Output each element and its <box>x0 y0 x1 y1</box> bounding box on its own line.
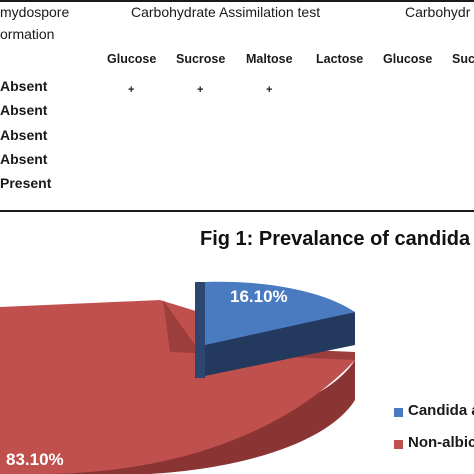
column-header-lactose: Lactose <box>316 52 364 66</box>
cell-mark: + <box>197 84 204 96</box>
header-chlamydospore-line1: mydospore <box>0 4 70 20</box>
cell-mark: + <box>266 84 273 96</box>
legend-label-candida-albicans: Candida a <box>408 402 474 419</box>
header-chlamydospore-line2: ormation <box>0 26 55 42</box>
pie-slice-candida-albicans-side <box>195 312 355 378</box>
legend-swatch-non-albicans <box>394 440 403 449</box>
pie-label-non-albicans: 83.10% <box>6 450 64 469</box>
legend-swatch-candida-albicans <box>394 408 403 417</box>
row-label: Absent <box>0 78 48 94</box>
column-header-sucrose: Sucrose <box>176 52 226 66</box>
table-top-rule <box>0 0 474 2</box>
pie-label-candida-albicans: 16.10% <box>230 287 288 306</box>
pie-slice-candida-albicans-front <box>195 282 205 378</box>
legend-label-non-albicans: Non-albica <box>408 434 474 451</box>
column-header-glucose-2: Glucose <box>383 52 433 66</box>
row-label: Absent <box>0 127 48 143</box>
column-header-glucose: Glucose <box>107 52 157 66</box>
column-header-sucrose-2: Suc <box>452 52 474 66</box>
pie-slice-candida-albicans <box>205 281 355 345</box>
row-label: Absent <box>0 102 48 118</box>
figure-title: Fig 1: Prevalance of candida s <box>200 228 474 250</box>
row-label: Absent <box>0 151 48 167</box>
table-bottom-rule <box>0 210 474 212</box>
row-label: Present <box>0 175 52 191</box>
column-header-maltose: Maltose <box>246 52 293 66</box>
cell-mark: + <box>128 84 135 96</box>
header-carbohydrate-fermentation: Carbohydr <box>405 4 471 20</box>
header-assimilation-test: Carbohydrate Assimilation test <box>131 4 321 20</box>
